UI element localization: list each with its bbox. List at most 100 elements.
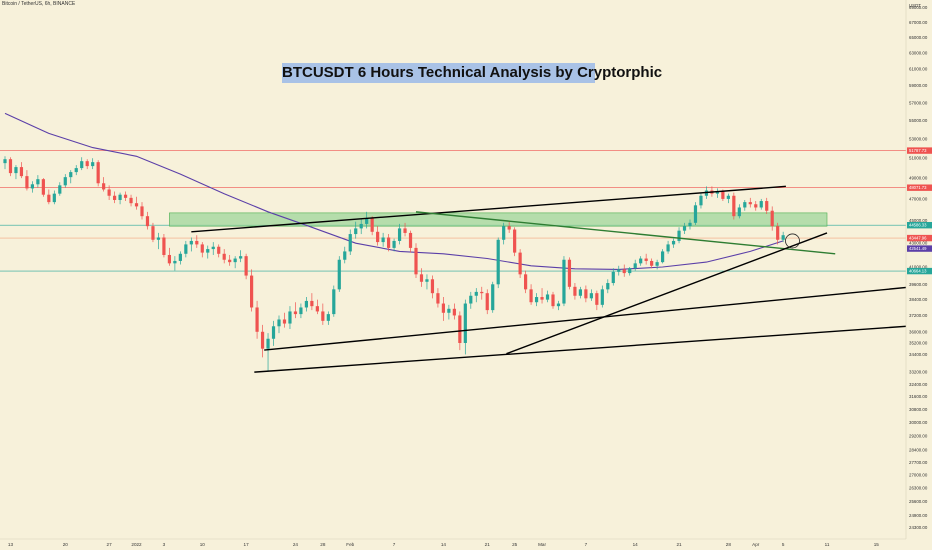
symbol-label: Bitcoin / TetherUS, 6h, BINANCE: [2, 1, 76, 7]
candle-body: [321, 311, 325, 321]
time-axis[interactable]: 13 20 27 2022 3 10 17 24 28 Feb 7 14 21 25 Mar 7 14 21 28 A…: [0, 538, 932, 550]
candle-body: [255, 307, 259, 332]
candle-body: [123, 194, 128, 198]
candle-22: [123, 191, 128, 202]
candle-body: [677, 230, 681, 241]
candle-112: [617, 265, 621, 276]
price-tag-1: 48071.73: [907, 184, 932, 191]
candle-body: [200, 244, 204, 253]
candle-141: [776, 222, 780, 245]
price-tick-5: 59000.00: [909, 83, 928, 88]
time-tick-18: 28: [726, 542, 732, 547]
candle-body: [540, 297, 544, 300]
candle-135: [743, 199, 747, 211]
candle-14: [80, 157, 84, 171]
candle-108: [595, 290, 599, 311]
candle-99: [545, 290, 550, 303]
candle-body: [118, 194, 122, 200]
candle-body: [195, 240, 199, 245]
price-tags: 51787.73 48071.73 44586.33 43447.96 42541.49…: [907, 147, 932, 275]
time-tick-4: 3: [163, 542, 166, 547]
time-tick-13: 25: [512, 542, 518, 547]
time-tick-19: Apr: [752, 542, 760, 547]
candle-body: [666, 244, 670, 252]
candle-96: [529, 284, 533, 305]
candle-121: [666, 240, 670, 254]
candle-8: [47, 189, 51, 205]
price-tick-12: 45000.00: [909, 218, 928, 223]
candle-66: [365, 211, 369, 229]
price-tick-31: 25600.00: [909, 499, 928, 504]
price-tag-box: [907, 147, 932, 154]
candle-72: [397, 223, 402, 245]
price-tick-16: 38400.00: [909, 297, 928, 302]
candle-body: [282, 319, 287, 324]
candle-31: [173, 256, 177, 271]
price-tag-3: 43447.96: [907, 234, 932, 242]
candle-body: [617, 269, 621, 272]
candle-body: [781, 235, 785, 240]
candle-body: [595, 293, 599, 305]
price-tag-label: 48071.73: [909, 185, 927, 190]
candle-body: [63, 177, 67, 186]
price-tick-6: 57000.00: [909, 100, 928, 105]
candle-body: [414, 247, 418, 275]
candle-87: [480, 286, 484, 300]
candle-54: [299, 303, 303, 319]
candle-35: [195, 235, 199, 248]
candle-44: [244, 253, 248, 280]
time-tick-17: 21: [676, 542, 682, 547]
candle-21: [118, 192, 122, 205]
candle-42: [233, 256, 237, 269]
candle-12: [69, 170, 73, 184]
price-tick-23: 31600.00: [909, 394, 928, 399]
price-axis-background: [906, 0, 932, 550]
candle-body: [173, 260, 177, 264]
candle-125: [688, 219, 692, 230]
candle-17: [96, 160, 100, 187]
price-tick-18: 36000.00: [909, 329, 928, 334]
candle-body: [545, 294, 550, 300]
candle-45: [250, 269, 254, 312]
candle-body: [650, 260, 654, 266]
candle-37: [206, 245, 210, 259]
time-tick-7: 24: [293, 542, 299, 547]
price-tick-32: 24900.00: [909, 513, 928, 518]
candle-body: [315, 306, 319, 312]
candle-28: [156, 232, 161, 250]
candle-80: [441, 297, 445, 321]
candle-body: [611, 271, 615, 284]
candle-127: [699, 192, 703, 209]
time-tick-3: 2022: [131, 542, 142, 547]
candle-body: [655, 262, 659, 266]
candle-body: [228, 259, 232, 263]
candle-34: [189, 237, 193, 252]
candle-6: [36, 175, 40, 188]
candle-78: [430, 275, 435, 299]
price-tick-8: 53000.00: [909, 137, 928, 142]
candle-body: [463, 303, 467, 343]
candle-124: [682, 222, 687, 235]
candle-62: [343, 246, 347, 264]
candle-103: [567, 257, 572, 290]
candle-body: [58, 185, 62, 194]
candle-body: [556, 303, 561, 307]
candle-body: [458, 315, 462, 343]
price-tick-19: 35200.00: [909, 340, 928, 345]
price-tick-0: 69000.00: [909, 5, 928, 10]
candle-137: [754, 201, 758, 211]
candle-body: [732, 195, 736, 217]
price-tick-1: 67000.00: [909, 20, 928, 25]
candle-body: [578, 289, 582, 296]
candle-body: [381, 237, 385, 243]
price-tick-7: 55000.00: [909, 118, 928, 123]
candle-29: [162, 234, 166, 258]
candle-43: [239, 250, 243, 263]
candle-body: [107, 189, 111, 196]
candle-27: [151, 222, 155, 243]
candle-102: [562, 256, 566, 307]
